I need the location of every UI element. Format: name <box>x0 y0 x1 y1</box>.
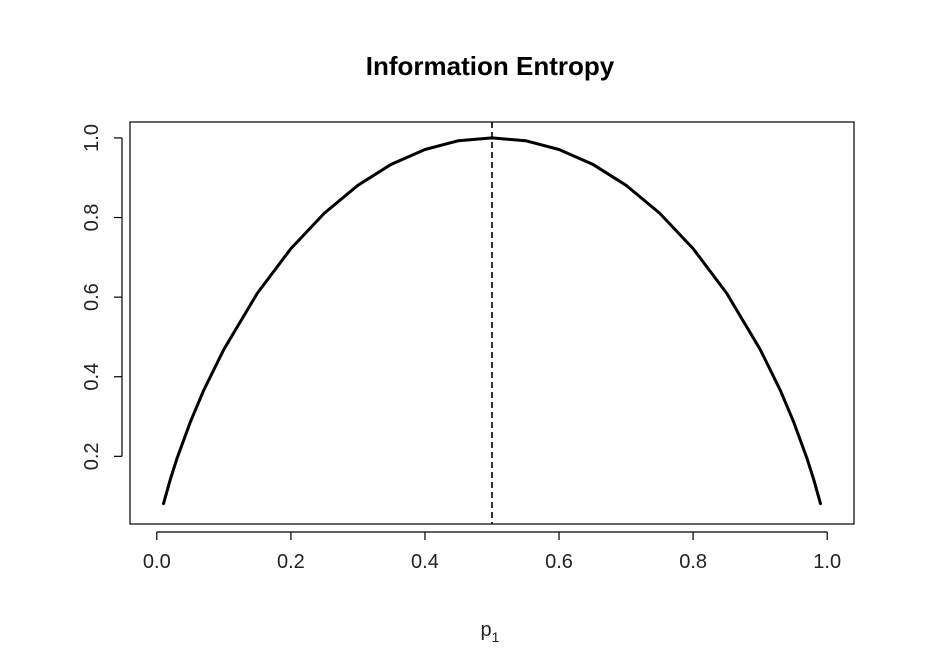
y-tick-label: 0.4 <box>81 363 103 391</box>
x-tick-label: 0.2 <box>277 551 305 573</box>
y-axis: 0.2 0.4 0.6 0.8 1.0 <box>81 124 122 470</box>
y-tick-label: 0.2 <box>81 442 103 470</box>
x-axis-label: p1 <box>481 619 500 645</box>
y-tick-label: 1.0 <box>81 124 103 152</box>
x-tick-label: 1.0 <box>813 551 841 573</box>
x-axis-label-subscript: 1 <box>492 629 500 645</box>
y-tick-label: 0.8 <box>81 204 103 232</box>
plot-area <box>164 122 821 524</box>
x-tick-label: 0.4 <box>411 551 439 573</box>
y-tick-label: 0.6 <box>81 283 103 311</box>
chart-title: Information Entropy <box>366 51 615 81</box>
x-tick-label: 0.6 <box>545 551 573 573</box>
x-tick-label: 0.8 <box>679 551 707 573</box>
x-axis: 0.0 0.2 0.4 0.6 0.8 1.0 <box>143 532 841 573</box>
x-tick-label: 0.0 <box>143 551 171 573</box>
x-axis-label-main: p <box>481 619 492 641</box>
